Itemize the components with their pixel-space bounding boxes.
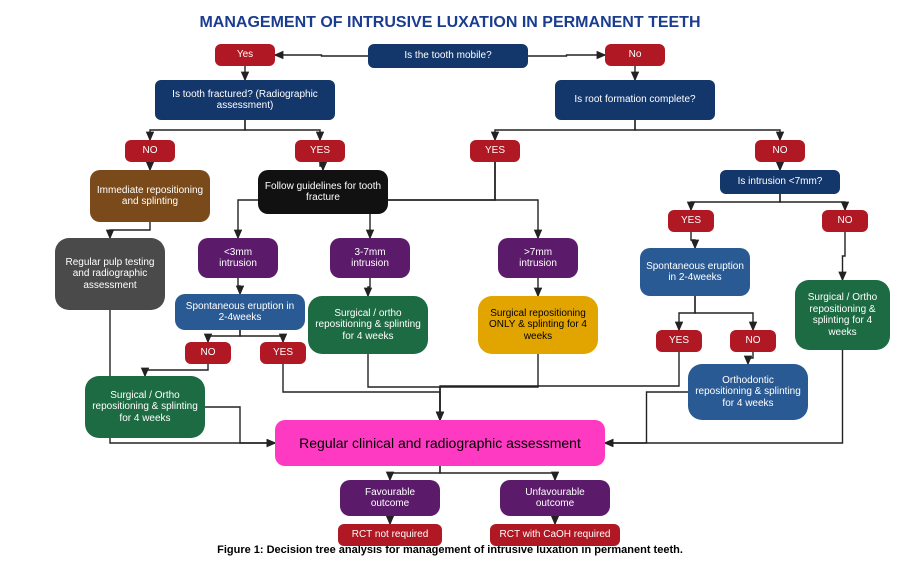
- edge-yesSp1-assess: [283, 364, 440, 420]
- node-pulpTest: Regular pulp testing and radiographic as…: [55, 238, 165, 310]
- edge-fractured-noFrac: [150, 120, 245, 140]
- node-spont1: Spontaneous eruption in 2-4weeks: [175, 294, 305, 330]
- edge-assess-unfav: [440, 466, 555, 480]
- node-noSp2: NO: [730, 330, 776, 352]
- node-immediate: Immediate repositioning and splinting: [90, 170, 210, 222]
- edge-yesFrac-followfx: [320, 162, 323, 170]
- edge-spont1-yesSp1: [240, 330, 283, 342]
- node-lt3: <3mm intrusion: [198, 238, 278, 278]
- edge-surg2-assess: [368, 354, 440, 420]
- edge-rootform-yesRoot: [495, 120, 635, 140]
- node-surgOnly: Surgical repositioning ONLY & splinting …: [478, 296, 598, 354]
- node-surg3: Surgical / Ortho repositioning & splinti…: [795, 280, 890, 350]
- edge-assess-fav: [390, 466, 440, 480]
- figure-caption: Figure 1: Decision tree analysis for man…: [0, 544, 900, 556]
- node-yesRoot: YES: [470, 140, 520, 162]
- node-rctYes: RCT with CaOH required: [490, 524, 620, 546]
- edge-noSp1-surg1: [145, 364, 208, 376]
- node-mobile: Is the tooth mobile?: [368, 44, 528, 68]
- node-fav: Favourable outcome: [340, 480, 440, 516]
- node-fractured: Is tooth fractured? (Radiographic assess…: [155, 80, 335, 120]
- edge-noI7-surg3: [843, 232, 846, 280]
- edge-surg1-assess: [205, 407, 275, 443]
- edge-yesI7-spont2: [691, 232, 695, 248]
- node-noRoot: NO: [755, 140, 805, 162]
- edge-yesRoot-mm37: [370, 162, 495, 238]
- edge-yesRoot-gt7: [495, 162, 538, 238]
- node-yesSp2: YES: [656, 330, 702, 352]
- node-assess: Regular clinical and radiographic assess…: [275, 420, 605, 466]
- edge-orthoRep-assess: [605, 392, 688, 443]
- edge-mobile-no1: [528, 55, 605, 56]
- node-no1: No: [605, 44, 665, 66]
- edge-yesSp2-assess: [440, 352, 679, 420]
- node-noSp1: NO: [185, 342, 231, 364]
- edge-spont1-noSp1: [208, 330, 240, 342]
- page-title: MANAGEMENT OF INTRUSIVE LUXATION IN PERM…: [0, 14, 900, 32]
- node-noFrac: NO: [125, 140, 175, 162]
- node-orthoRep: Orthodontic repositioning & splinting fo…: [688, 364, 808, 420]
- edge-noSp2-orthoRep: [748, 352, 753, 364]
- node-yes1: Yes: [215, 44, 275, 66]
- edge-mm37-surg2: [368, 278, 370, 296]
- node-mm37: 3-7mm intrusion: [330, 238, 410, 278]
- node-surg2: Surgical / ortho repositioning & splinti…: [308, 296, 428, 354]
- edge-mobile-yes1: [275, 55, 368, 56]
- node-surg1: Surgical / Ortho repositioning & splinti…: [85, 376, 205, 438]
- node-intr7: Is intrusion <7mm?: [720, 170, 840, 194]
- node-yesSp1: YES: [260, 342, 306, 364]
- node-yesI7: YES: [668, 210, 714, 232]
- node-rootform: Is root formation complete?: [555, 80, 715, 120]
- edge-intr7-yesI7: [691, 194, 780, 210]
- edge-lt3-spont1: [238, 278, 240, 294]
- edge-surgOnly-assess: [440, 354, 538, 420]
- edge-fractured-yesFrac: [245, 120, 320, 140]
- node-spont2: Spontaneous eruption in 2-4weeks: [640, 248, 750, 296]
- node-noI7: NO: [822, 210, 868, 232]
- node-followfx: Follow guidelines for tooth fracture: [258, 170, 388, 214]
- node-unfav: Unfavourable outcome: [500, 480, 610, 516]
- edge-intr7-noI7: [780, 194, 845, 210]
- node-yesFrac: YES: [295, 140, 345, 162]
- node-rctNo: RCT not required: [338, 524, 442, 546]
- edge-rootform-noRoot: [635, 120, 780, 140]
- edge-spont2-noSp2: [695, 296, 753, 330]
- edge-spont2-yesSp2: [679, 296, 695, 330]
- node-gt7: >7mm intrusion: [498, 238, 578, 278]
- edge-immediate-pulpTest: [110, 222, 150, 238]
